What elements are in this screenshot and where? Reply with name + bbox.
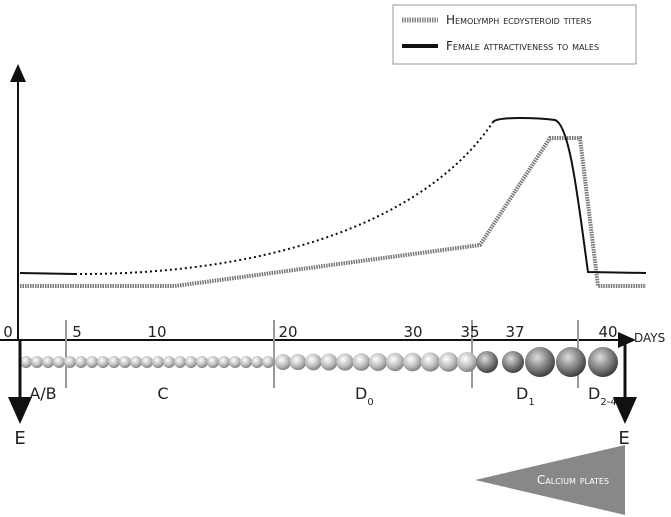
stage-dividers [65, 320, 579, 388]
sphere [185, 356, 197, 368]
tick-label: 0 [3, 323, 13, 341]
attractiveness-curve [74, 121, 494, 276]
axis-unit: days [634, 331, 665, 345]
sphere [502, 351, 524, 373]
stage-label: D0 [355, 384, 374, 408]
sphere [152, 356, 164, 368]
molt-spheres [20, 347, 618, 377]
tick-label: 35 [460, 323, 479, 341]
sphere [130, 356, 142, 368]
sphere [289, 353, 307, 371]
tick-label: 20 [278, 323, 297, 341]
sphere [97, 356, 109, 368]
sphere [218, 356, 230, 368]
tick-label: 30 [403, 323, 422, 341]
sphere [352, 353, 371, 371]
legend: Hemolymph ecdysteroid titers Female attr… [392, 4, 637, 65]
sphere [438, 352, 459, 372]
sphere [320, 353, 338, 371]
sphere [207, 356, 219, 368]
sphere [229, 356, 241, 368]
sphere [119, 356, 131, 368]
sphere [336, 353, 354, 371]
sphere [275, 354, 291, 370]
sphere [196, 356, 208, 368]
sphere [588, 347, 618, 377]
stage-letter: D [355, 384, 367, 403]
stage-letter: D [516, 384, 528, 403]
stage-letter: D [588, 384, 600, 403]
sphere [174, 356, 186, 368]
sphere [262, 356, 274, 368]
legend-box [392, 4, 637, 65]
tick-label: 10 [147, 323, 166, 341]
sphere [64, 356, 76, 368]
sphere [525, 347, 555, 377]
tick-label: 37 [505, 323, 524, 341]
ecdysteroid-curve [20, 136, 646, 288]
sphere [251, 356, 263, 368]
sphere [31, 356, 43, 368]
sphere [457, 352, 478, 372]
attractiveness-curve [19, 272, 76, 275]
sphere [556, 347, 586, 377]
legend-label: Female attractiveness to males [446, 39, 599, 53]
attractiveness-curve [492, 117, 647, 274]
tick-label: 5 [72, 323, 82, 341]
sphere [53, 356, 65, 368]
stage-sub: 2-4 [600, 397, 616, 408]
stage-sub: 0 [367, 397, 373, 408]
sphere [403, 352, 422, 372]
stage-label: C [157, 384, 168, 403]
sphere [75, 356, 87, 368]
calcium-wedge [475, 445, 625, 515]
sphere [141, 356, 153, 368]
sphere [42, 356, 54, 368]
sphere [86, 356, 98, 368]
tick-label: 40 [598, 323, 617, 341]
sphere [108, 356, 120, 368]
legend-label: Hemolymph ecdysteroid titers [446, 13, 591, 27]
sphere [420, 352, 440, 372]
stage-label: D1 [516, 384, 535, 408]
sphere [163, 356, 175, 368]
sphere [240, 356, 252, 368]
calcium-label: Calcium plates [537, 473, 609, 487]
sphere [476, 351, 498, 373]
sphere [20, 356, 32, 368]
stage-label: D2-4 [588, 384, 617, 408]
stage-label: A/B [29, 384, 56, 403]
sphere [368, 352, 388, 372]
end-label: E [618, 428, 629, 449]
sphere [385, 352, 405, 372]
end-label: E [14, 428, 25, 449]
sphere [304, 353, 322, 371]
stage-sub: 1 [528, 397, 534, 408]
